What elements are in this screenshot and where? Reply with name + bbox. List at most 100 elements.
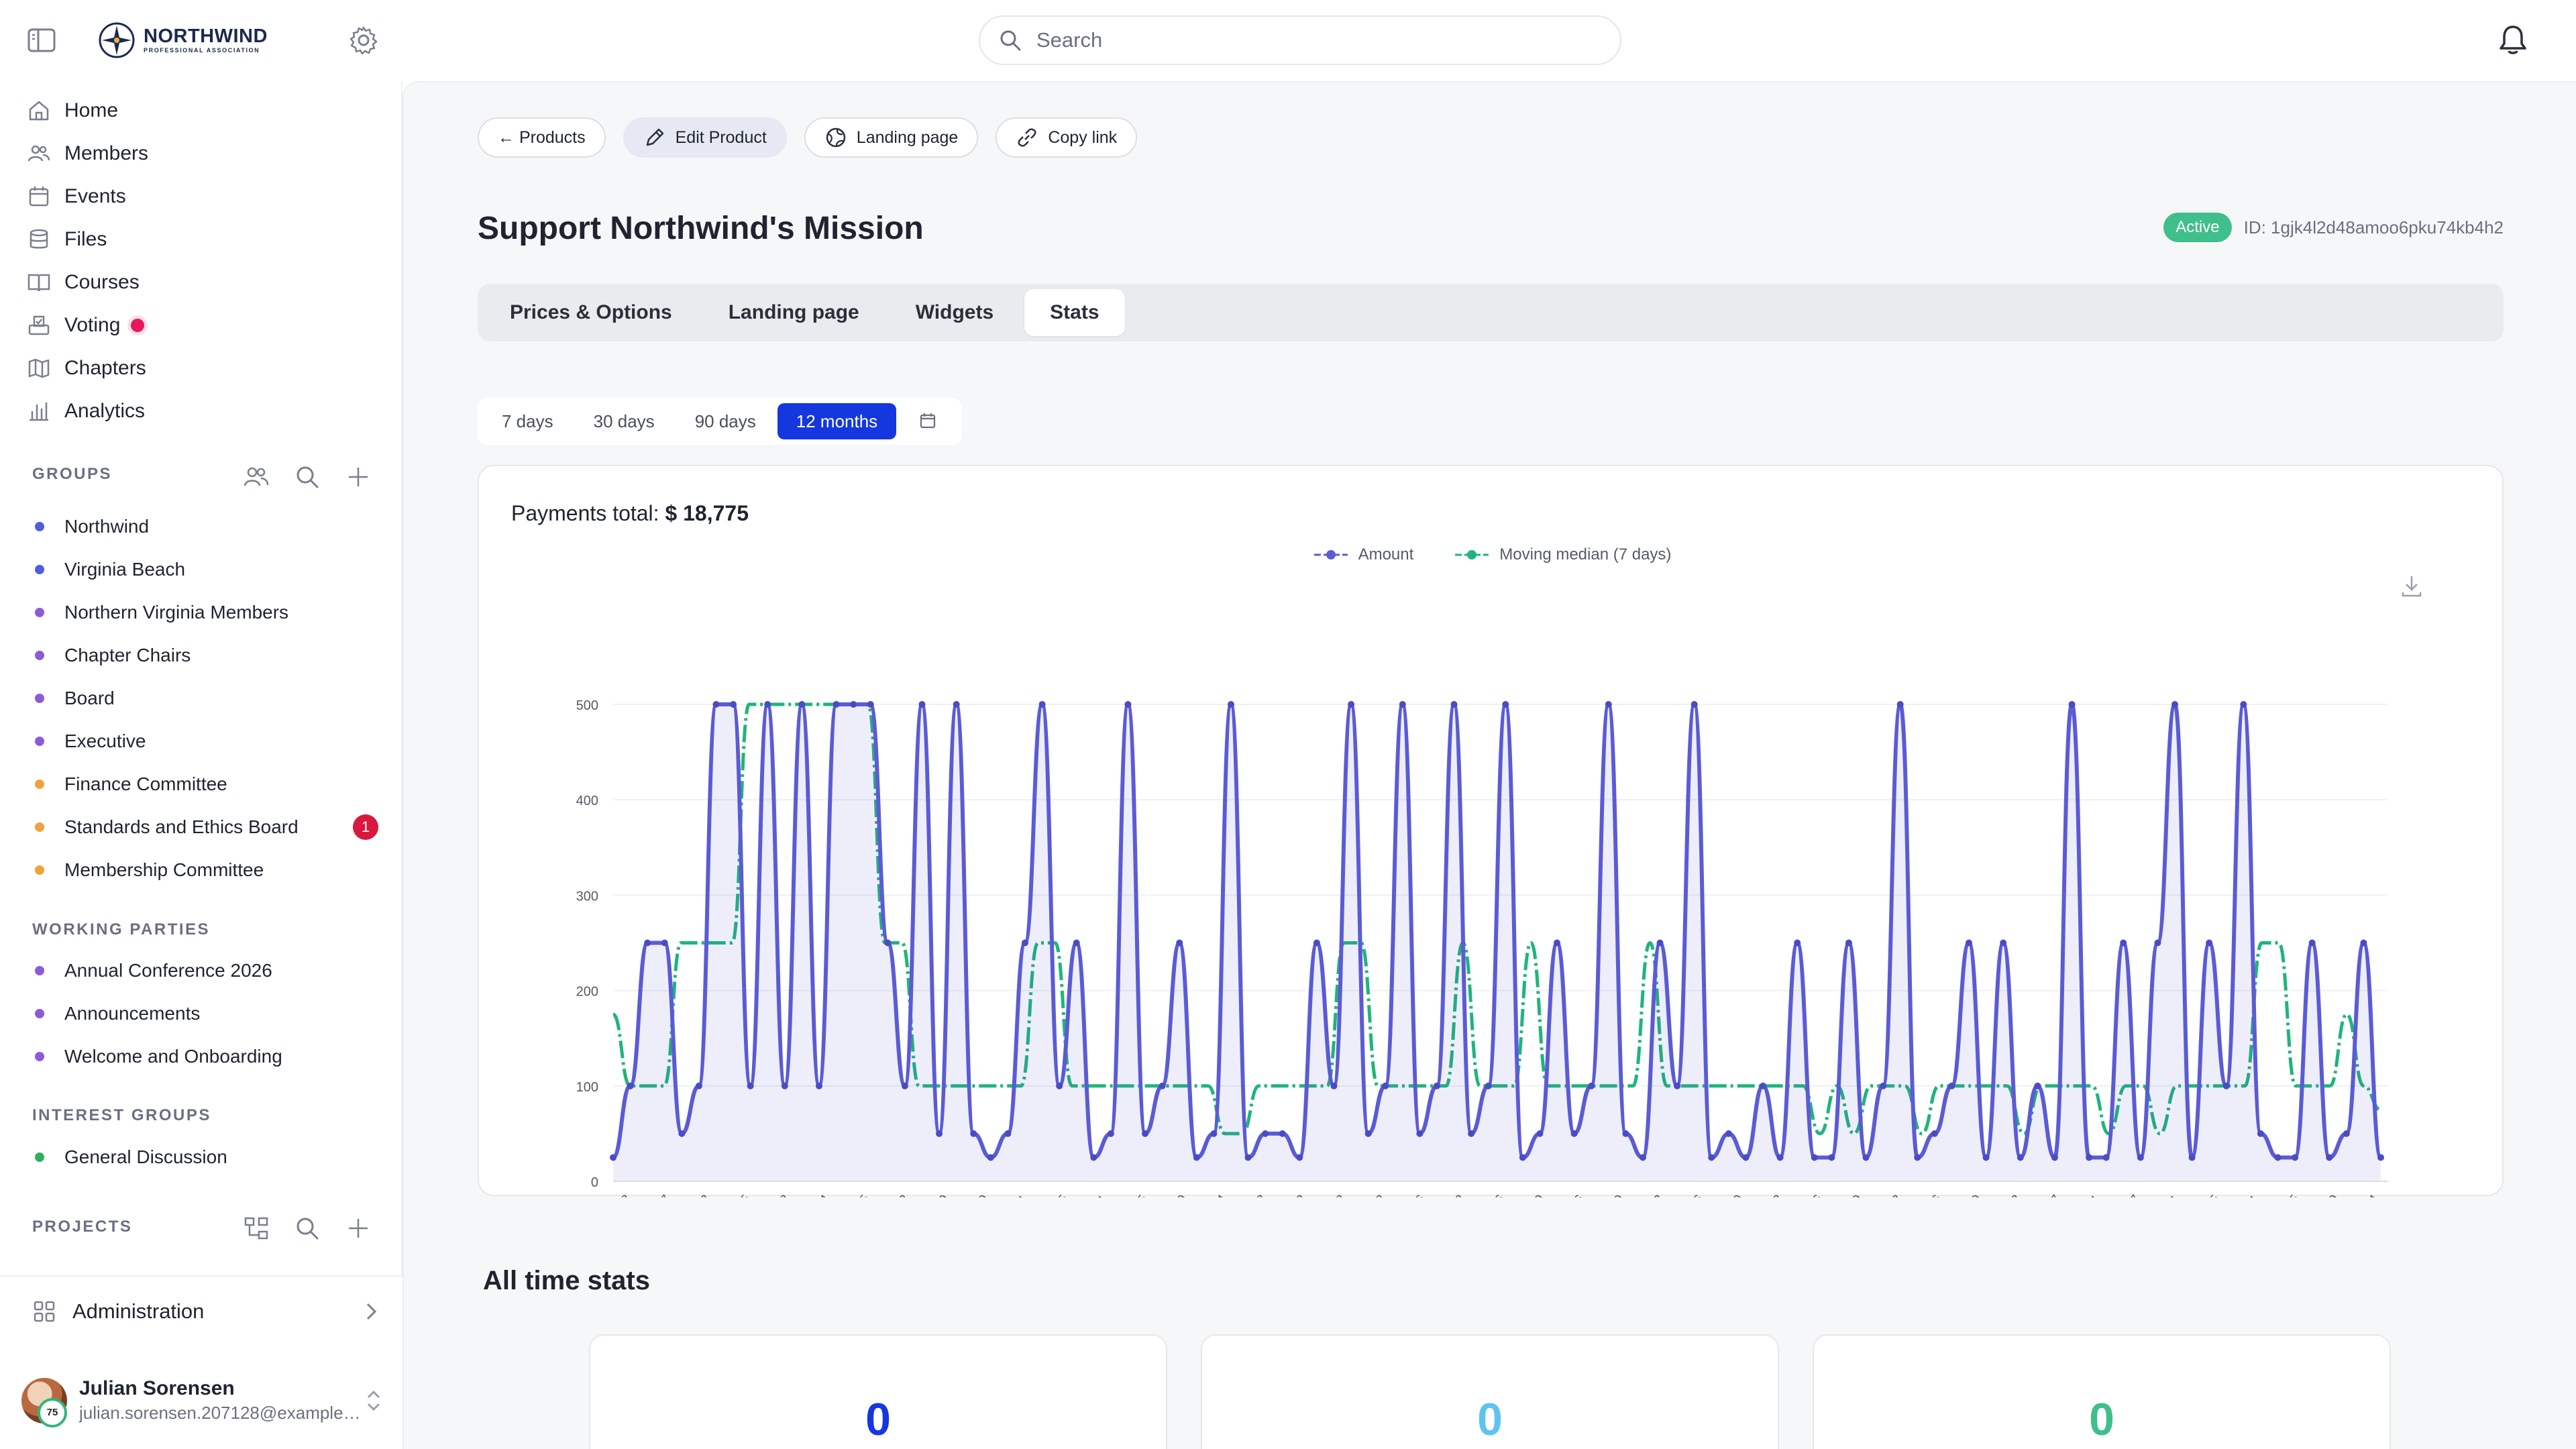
x-tick-label: 10-05 — [722, 1192, 753, 1197]
sidebar-item-analytics[interactable]: Analytics — [27, 390, 148, 433]
data-point-amount — [815, 1082, 822, 1089]
sidebar-item-courses[interactable]: Courses — [27, 261, 148, 304]
data-point-amount — [1914, 1154, 1921, 1161]
list-item[interactable]: General Discussion — [35, 1136, 227, 1179]
list-item[interactable]: Chapter Chairs — [35, 634, 299, 677]
data-point-amount — [1708, 1154, 1715, 1161]
list-item[interactable]: Virginia Beach — [35, 548, 299, 591]
sidebar-toggle-icon[interactable] — [27, 27, 56, 54]
data-point-amount — [2034, 1082, 2041, 1089]
group-color-dot — [35, 608, 44, 617]
payments-total-label: Payments total: — [511, 501, 659, 525]
list-item[interactable]: Northwind — [35, 505, 299, 548]
plus-icon[interactable] — [345, 464, 372, 490]
list-item[interactable]: Board — [35, 677, 299, 720]
working-parties-heading: WORKING PARTIES — [32, 920, 211, 938]
group-color-dot — [35, 522, 44, 531]
bell-icon[interactable] — [2496, 23, 2530, 58]
list-item[interactable]: Northern Virginia Members — [35, 591, 299, 634]
data-point-amount — [953, 701, 960, 708]
custom-range-button[interactable] — [899, 403, 957, 439]
data-point-amount — [1656, 939, 1664, 947]
range-30-days[interactable]: 30 days — [593, 411, 655, 431]
stat-card: 0 — [589, 1334, 1167, 1449]
stat-value: 0 — [865, 1394, 891, 1445]
hierarchy-icon[interactable] — [243, 1215, 270, 1242]
plus-icon[interactable] — [345, 1215, 372, 1242]
data-point-amount — [850, 701, 857, 708]
data-point-amount — [1502, 701, 1509, 708]
data-point-amount — [730, 701, 737, 708]
sidebar-item-files[interactable]: Files — [27, 218, 148, 261]
x-tick-label: 09-07 — [643, 1192, 674, 1197]
group-color-dot — [35, 651, 44, 660]
search-icon[interactable] — [294, 464, 321, 490]
data-point-amount — [2360, 939, 2367, 947]
list-item[interactable]: Membership Committee — [35, 849, 299, 892]
range-7-days[interactable]: 7 days — [502, 411, 553, 431]
members-icon[interactable] — [243, 464, 270, 490]
top-bar: NORTHWIND PROFESSIONAL ASSOCIATION — [0, 0, 2576, 81]
legend-item-amount[interactable]: Amount — [1313, 545, 1413, 564]
tab-widgets[interactable]: Widgets — [915, 301, 994, 323]
data-point-amount — [1107, 1130, 1114, 1137]
sidebar-item-voting[interactable]: Voting — [27, 304, 148, 347]
group-label: Standards and Ethics Board — [64, 816, 299, 837]
data-point-amount — [1588, 1082, 1595, 1089]
search-icon — [1000, 30, 1021, 51]
x-tick-label: 05-06 — [1477, 1192, 1508, 1197]
list-item[interactable]: Standards and Ethics Board 1 — [35, 806, 378, 849]
administration-link[interactable]: Administration — [32, 1299, 381, 1324]
list-item[interactable]: Executive — [35, 720, 299, 763]
data-point-amount — [2222, 1082, 2230, 1089]
range-12-months[interactable]: 12 months — [777, 403, 897, 439]
back-to-products-button[interactable]: ← Products — [478, 117, 606, 158]
sidebar-item-chapters[interactable]: Chapters — [27, 347, 148, 390]
sidebar-item-label: Analytics — [64, 400, 146, 422]
sidebar-item-members[interactable]: Members — [27, 132, 148, 175]
data-point-amount — [833, 701, 840, 708]
data-point-amount — [764, 701, 771, 708]
legend-item-moving-median[interactable]: Moving median (7 days) — [1454, 545, 1671, 564]
data-point-amount — [1364, 1130, 1372, 1137]
sidebar-item-home[interactable]: Home — [27, 89, 148, 132]
search-input[interactable] — [1036, 28, 1587, 52]
x-tick-label: 12-12 — [881, 1192, 912, 1197]
working-parties-list: Annual Conference 2026 Announcements Wel… — [35, 949, 282, 1078]
group-label: Welcome and Onboarding — [64, 1046, 282, 1067]
book-icon — [28, 274, 50, 292]
x-tick-label: 06-02 — [1755, 1192, 1786, 1197]
download-icon[interactable] — [2399, 574, 2424, 599]
search-bar[interactable] — [979, 15, 1621, 65]
brand-logo[interactable]: NORTHWIND PROFESSIONAL ASSOCIATION — [98, 21, 268, 59]
data-point-amount — [1862, 1154, 1870, 1161]
search-icon[interactable] — [294, 1215, 321, 1242]
x-tick-label: 11-25 — [842, 1192, 873, 1197]
avatar: 75 — [21, 1377, 67, 1428]
tab-stats[interactable]: Stats — [1024, 289, 1125, 336]
list-item[interactable]: Finance Committee — [35, 763, 299, 806]
list-item[interactable]: Annual Conference 2026 — [35, 949, 282, 992]
data-point-amount — [1382, 1082, 1389, 1089]
sidebar-item-events[interactable]: Events — [27, 175, 148, 218]
copy-link-button[interactable]: Copy link — [996, 117, 1138, 158]
data-point-amount — [1776, 1154, 1784, 1161]
tab-prices-options[interactable]: Prices & Options — [510, 301, 672, 323]
brand-name: NORTHWIND — [144, 25, 268, 47]
gear-icon[interactable] — [349, 25, 378, 55]
list-item[interactable]: Announcements — [35, 992, 282, 1035]
data-point-amount — [1896, 701, 1904, 708]
group-color-dot — [35, 1009, 44, 1018]
range-90-days[interactable]: 90 days — [694, 411, 756, 431]
landing-page-button[interactable]: Landing page — [804, 117, 979, 158]
user-menu[interactable]: 75 Julian Sorensen julian.sorensen.20712… — [21, 1377, 384, 1428]
edit-product-button[interactable]: Edit Product — [623, 117, 787, 158]
list-item[interactable]: Welcome and Onboarding — [35, 1035, 282, 1078]
tab-landing-page[interactable]: Landing page — [728, 301, 859, 323]
group-color-dot — [35, 865, 44, 875]
database-icon — [30, 229, 48, 249]
main-nav: Home Members Events Files Courses Voting… — [27, 89, 148, 433]
y-tick-label: 400 — [576, 794, 598, 808]
data-point-amount — [1124, 701, 1132, 708]
group-color-dot — [35, 737, 44, 746]
